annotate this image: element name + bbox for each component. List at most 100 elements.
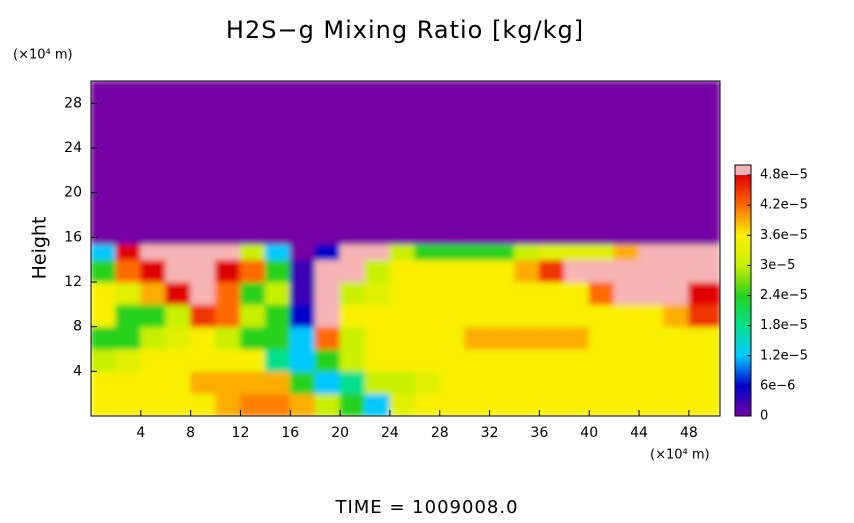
heatmap-cell [314,303,341,328]
heatmap-cell [264,370,291,395]
heatmap-cell [663,281,690,305]
heatmap-cell [215,303,241,328]
heatmap-cell [439,326,466,350]
heatmap-cell [414,393,441,416]
heatmap-cell [563,370,590,395]
heatmap-cell [289,348,316,372]
heatmap-cell [513,259,540,283]
heatmap-cell [588,370,615,395]
heatmap-cell [165,348,192,372]
heatmap-cell [688,281,720,305]
heatmap-cell [339,326,366,350]
heatmap-cell [588,326,615,350]
heatmap-cell [215,370,241,395]
heatmap-cell [364,303,391,328]
heatmap-cell [638,303,665,328]
y-tick-label: 24 [64,140,82,156]
heatmap-cell [91,259,117,283]
heatmap-cell [165,281,192,305]
heatmap-cell [239,259,266,283]
heatmap-cell [264,81,291,245]
heatmap-cell [389,393,416,416]
y-tick-label: 16 [64,229,82,245]
heatmap-cell [613,370,640,395]
heatmap-cell [165,370,192,395]
heatmap-cell [439,348,466,372]
heatmap-cell [489,326,515,350]
heatmap-cell [289,243,316,261]
heatmap-cell [414,326,441,350]
heatmap-cell [314,81,341,245]
plot-frame [90,80,721,417]
heatmap-cell [563,348,590,372]
heatmap-cell [513,348,540,372]
heatmap-cell [264,393,291,416]
colorbar-over [735,165,751,176]
heatmap-cell [215,393,241,416]
heatmap-cell [638,281,665,305]
heatmap-cell [638,370,665,395]
heatmap-cell [115,81,142,245]
heatmap-cell [314,281,341,305]
y-tick-label: 8 [73,319,82,335]
heatmap-cell [688,393,720,416]
heatmap-cell [115,259,142,283]
heatmap-cell [439,370,466,395]
heatmap-cell [364,259,391,283]
heatmap-cell [115,303,142,328]
y-tick-label: 28 [64,95,82,111]
heatmap-cell [489,81,515,245]
heatmap-cell [140,348,167,372]
heatmap-cell [215,243,241,261]
heatmap-cell [464,81,491,245]
heatmap-cell [663,393,690,416]
heatmap-cell [140,81,167,245]
heatmap-cell [239,281,266,305]
colorbar-tick-label: 1.2e−5 [760,348,808,363]
heatmap-cell [489,281,515,305]
heatmap-cell [364,326,391,350]
colorbar-frame [734,164,752,417]
heatmap-cell [190,303,217,328]
heatmap-cell [439,81,466,245]
heatmap-cell [239,243,266,261]
heatmap-cell [389,259,416,283]
heatmap-cell [91,348,117,372]
x-tick-label: 4 [136,425,145,441]
heatmap-cell [364,243,391,261]
heatmap-cell [190,281,217,305]
heatmap-cell [264,348,291,372]
x-tick-label: 8 [186,425,195,441]
heatmap-cell [264,326,291,350]
heatmap-cell [588,281,615,305]
heatmap-cell [165,393,192,416]
heatmap-cell [464,259,491,283]
heatmap-cell [339,281,366,305]
x-tick-label: 40 [580,425,598,441]
chart-title: H2S−g Mixing Ratio [kg/kg] [226,16,584,44]
heatmap-cell [663,303,690,328]
heatmap-cell [688,348,720,372]
heatmap-cell [613,243,640,261]
heatmap-cell [538,81,565,245]
heatmap-cell [389,370,416,395]
heatmap-cell [613,281,640,305]
heatmap-cell [239,303,266,328]
heatmap-cell [563,259,590,283]
heatmap-cell [663,243,690,261]
heatmap-cell [239,326,266,350]
heatmap-cell [364,281,391,305]
heatmap-cell [638,243,665,261]
heatmap-cell [489,243,515,261]
heatmap-cell [339,370,366,395]
heatmap-cell [513,243,540,261]
heatmap-cell [538,243,565,261]
heatmap-cell [538,348,565,372]
footer-time: TIME = 1009008.0 [334,497,518,518]
heatmap-cell [339,393,366,416]
heatmap-cell [638,393,665,416]
y-tick-label: 20 [64,185,82,201]
heatmap-cell [489,393,515,416]
heatmap-cell [165,81,192,245]
heatmap-cell [389,81,416,245]
